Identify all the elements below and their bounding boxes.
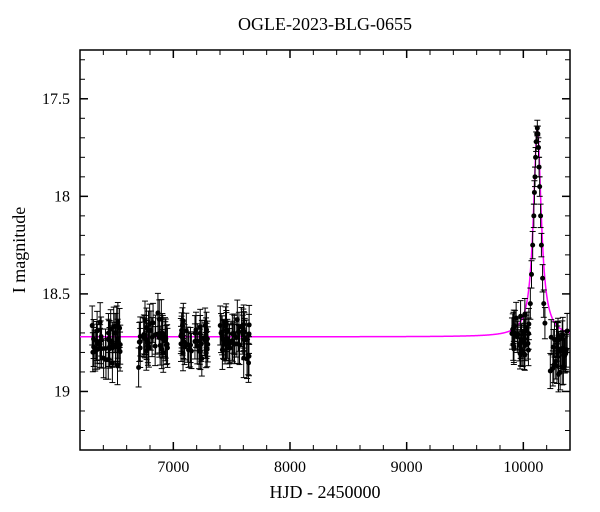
chart-title: OGLE-2023-BLG-0655: [238, 14, 412, 34]
svg-text:18.5: 18.5: [42, 286, 70, 303]
svg-text:17.5: 17.5: [42, 91, 70, 108]
lightcurve-chart: 7000 8000 9000 10000 17.5 18 18.5 19 OGLE-2023-B…: [0, 0, 600, 512]
svg-text:19: 19: [54, 383, 70, 400]
svg-text:18: 18: [54, 188, 70, 205]
svg-text:8000: 8000: [274, 459, 306, 476]
x-axis-label: HJD - 2450000: [270, 482, 381, 502]
y-axis-label: I magnitude: [9, 207, 29, 293]
data-layer: [80, 120, 570, 392]
svg-text:7000: 7000: [157, 459, 189, 476]
svg-text:10000: 10000: [503, 459, 543, 476]
chart-svg: 7000 8000 9000 10000 17.5 18 18.5 19 OGLE-2023-B…: [0, 0, 600, 512]
svg-text:9000: 9000: [391, 459, 423, 476]
